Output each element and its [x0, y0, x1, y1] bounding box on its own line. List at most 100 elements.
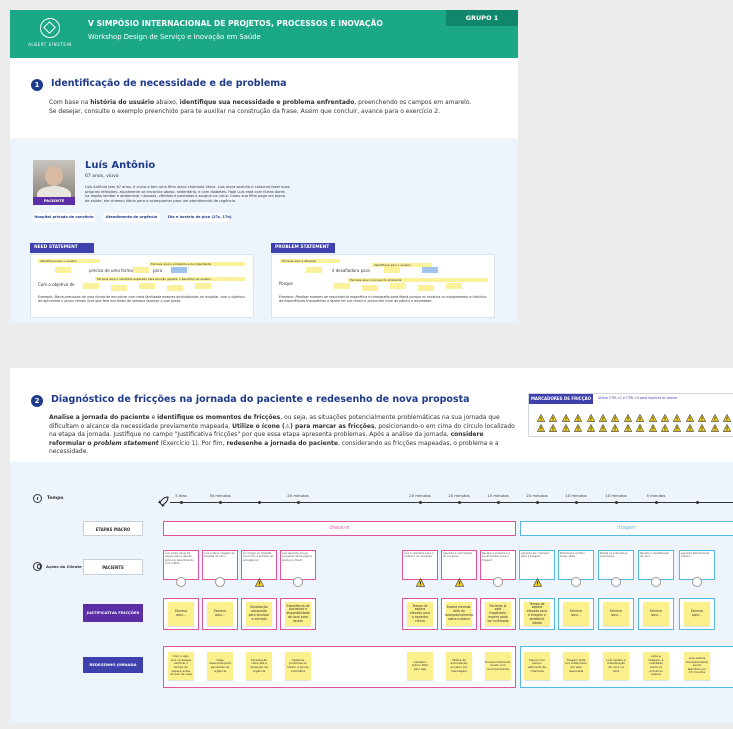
sticky-note	[111, 285, 127, 291]
instructions: Analise a jornada do paciente e identifi…	[49, 414, 519, 457]
markers-hint: Utilize CTRL+C e CTRL+V para duplicar os…	[598, 396, 677, 400]
sticky-note: Paciente já está fragilizado, espera pod…	[485, 602, 511, 626]
row-label: Tempo	[47, 496, 64, 501]
friction-icon	[415, 577, 425, 587]
action-text: Luís é chamado para o cadastro na recepç…	[404, 552, 434, 559]
friction-icon	[574, 414, 583, 422]
card-exercise-2: 2 Diagnóstico de fricções na jornada do p…	[10, 368, 733, 722]
text-run: problem statement	[93, 439, 159, 447]
sticky-note	[167, 285, 183, 291]
sticky-note	[418, 285, 434, 291]
friction-icon	[549, 424, 558, 432]
timeline-dot	[496, 501, 500, 504]
friction-icon	[648, 424, 657, 432]
sticky-note: Após a triagem, é orientado sobre os pró…	[643, 652, 669, 680]
statement-example: Exemplo: Maria precisava de uma forma de…	[38, 295, 245, 304]
step-number: 1	[31, 79, 43, 91]
statement-example: Exemplo: Realizar exames de ressonância …	[279, 295, 487, 304]
fill-field: Escreva aqui o problema e de importante	[149, 262, 245, 266]
sticky-note: Sinalização adequada para localizar a en…	[246, 602, 272, 626]
timeline-dot	[296, 501, 300, 504]
text-run: e	[149, 414, 158, 421]
friction-icon	[537, 414, 545, 422]
friction-icon	[710, 414, 719, 422]
text-run: abaixo,	[154, 99, 180, 106]
sticky-note: Escreva aqui...	[563, 602, 589, 626]
action-card	[638, 550, 674, 580]
friction-icon	[636, 424, 645, 432]
action-text: Aguarda atendimento médico	[681, 552, 710, 559]
section-title: Identificação de necessidade e de proble…	[51, 78, 287, 89]
persona-tag: Atendimento de urgência	[103, 213, 160, 222]
sticky-note: Tempo de espera elevado para o cadastro …	[407, 602, 433, 626]
text-run: , ou seja, as situações potencialmente p…	[49, 414, 500, 430]
group-tag: GRUPO 1	[446, 10, 518, 26]
action-text: Relata os sintomas à enfermeira	[600, 552, 627, 559]
friction-icon	[599, 414, 607, 422]
sticky-note: Escreva aqui...	[168, 602, 194, 626]
time-label: 5 dias	[175, 493, 187, 498]
action-text: Recebe a classificação de risco	[640, 552, 670, 559]
touchpoint	[651, 577, 661, 587]
instructions: Com base na história do usuário abaixo, …	[49, 99, 489, 106]
photo-head	[45, 166, 63, 186]
action-text: Luís sente dores há alguns dias e decide…	[165, 552, 194, 565]
card-exercise-1: ALBERT EINSTEIN V SIMPÓSIO INTERNACIONAL …	[10, 10, 518, 322]
statement-box: Escreva aqui a situação Identifique aqui …	[271, 254, 495, 318]
friction-icon	[648, 414, 657, 422]
friction-icon	[586, 414, 595, 422]
timeline-dot	[535, 501, 539, 504]
sticky-note	[171, 267, 187, 273]
touchpoint	[176, 577, 186, 587]
friction-icon	[586, 424, 595, 432]
persona-tag: Dia e horário de pico (2ªs, 17h)	[168, 213, 232, 222]
instructions: Se desejar, consulte o exemplo preenchid…	[49, 108, 489, 115]
row-label: REDESENHO JORNADA	[83, 657, 143, 673]
friction-icon	[537, 424, 545, 432]
action-card	[519, 550, 555, 580]
friction-icon	[599, 424, 607, 432]
timeline-dot	[179, 501, 183, 504]
friction-markers: MARCADORES DE FRICÇÃO Utilize CTRL+C e CT…	[528, 393, 733, 437]
photo-body	[37, 186, 71, 197]
friction-icon	[623, 424, 632, 432]
friction-icon	[673, 414, 682, 422]
friction-icon	[623, 414, 632, 422]
row-label: JUSTIFICATIVA FRICÇÕES	[83, 604, 143, 622]
journey-panel: Tempo ETAPAS MACRO Ações do Cliente PACIENT…	[10, 462, 733, 722]
logo	[40, 18, 60, 38]
sticky-note: Escreva aqui...	[603, 602, 629, 626]
friction-icon	[723, 414, 731, 422]
stage-name: triagem	[617, 526, 636, 531]
timeline-dot	[418, 501, 422, 504]
section-title: Diagnóstico de fricções na jornada do pa…	[51, 394, 470, 405]
timeline-dot	[695, 501, 699, 504]
fill-field: Identifique aqui o usuário	[38, 259, 100, 263]
touchpoint	[571, 577, 581, 587]
action-text: Enfermeira verifica sinais vitais	[560, 552, 585, 559]
user-icon	[33, 562, 42, 571]
clock-hand	[37, 496, 39, 500]
sticky-note	[55, 267, 71, 273]
text-run: Se desejar, consulte o exemplo preenchid…	[49, 107, 440, 115]
touchpoint	[215, 577, 225, 587]
sticky-note	[334, 283, 350, 289]
action-card	[480, 550, 516, 580]
friction-icon	[698, 424, 707, 432]
fill-field: Escreva aqui a situação	[280, 259, 340, 263]
sticky-note	[83, 283, 99, 289]
step-number: 2	[31, 395, 43, 407]
stage-box	[520, 521, 733, 536]
sticky-note: Luís recebe a classificação de risco na …	[603, 652, 629, 680]
sticky-note	[384, 267, 400, 273]
friction-icon	[454, 577, 464, 587]
logo-mark	[43, 21, 56, 34]
timeline	[170, 502, 733, 503]
sticky-note: Espera elevada, falta de acompanhamento …	[445, 602, 473, 626]
touchpoint	[692, 577, 702, 587]
logo-text: ALBERT EINSTEIN	[28, 42, 72, 47]
friction-icon	[561, 414, 570, 422]
text-run: considere reformular o	[49, 431, 484, 447]
stage-name: check-in	[329, 526, 350, 531]
time-label: 20 minutos	[526, 493, 548, 498]
